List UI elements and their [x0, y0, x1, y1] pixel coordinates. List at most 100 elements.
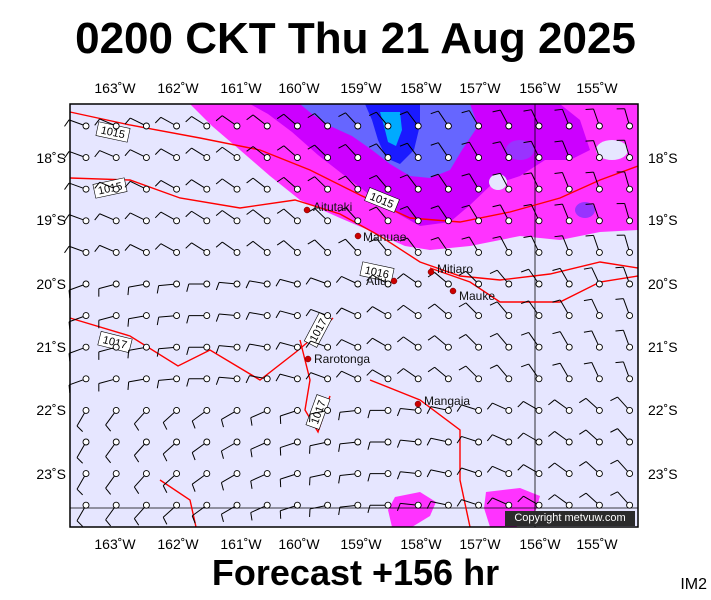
- wind-barb-station: [354, 248, 362, 256]
- wind-barb-feather: [64, 119, 70, 127]
- wind-barb-station: [595, 501, 603, 509]
- wind-barb-station: [263, 406, 271, 414]
- wind-barb-feather: [127, 287, 130, 296]
- wind-barb-station: [505, 122, 513, 130]
- wind-barb-feather: [456, 436, 462, 444]
- wind-barb-feather: [276, 176, 285, 183]
- wind-barb-station: [505, 312, 513, 320]
- wind-barb-station: [535, 312, 543, 320]
- wind-barb-feather: [245, 280, 250, 289]
- wind-barb-feather: [215, 345, 220, 354]
- wind-barb-station: [112, 280, 120, 288]
- wind-barb-feather: [220, 419, 224, 428]
- wind-barb-feather: [338, 238, 346, 244]
- wind-barb-feather: [124, 180, 131, 188]
- wind-barb-feather: [105, 456, 112, 464]
- wind-barb-feather: [583, 267, 592, 270]
- precipitation-field: [190, 104, 638, 527]
- wind-barb-feather: [305, 372, 312, 380]
- wind-barb-station: [112, 406, 120, 414]
- wind-barb-feather: [368, 174, 377, 180]
- wind-barb-feather: [162, 485, 168, 493]
- wind-barb-station: [626, 312, 634, 320]
- wind-barb-feather: [305, 340, 312, 348]
- wind-barb-feather: [215, 313, 220, 322]
- wind-barb-feather: [396, 439, 401, 448]
- wind-barb-feather: [397, 304, 404, 311]
- wind-barb-feather: [124, 244, 131, 251]
- wind-barb-feather: [523, 203, 532, 207]
- wind-barb-feather: [458, 365, 467, 371]
- wind-barb-station: [233, 185, 241, 193]
- wind-barb-station: [595, 185, 603, 193]
- wind-barb-station: [535, 280, 543, 288]
- wind-barbs: [64, 108, 634, 527]
- lon-tick-bottom: 160˚W: [278, 536, 320, 552]
- wind-barb-station: [414, 122, 422, 130]
- wind-barb-station: [263, 470, 271, 478]
- wind-barb-feather: [396, 471, 401, 480]
- wind-barb-station: [505, 185, 513, 193]
- wind-barb-station: [263, 375, 271, 383]
- wind-barb-feather: [335, 370, 342, 378]
- wind-barb-station: [142, 406, 150, 414]
- wind-barb-feather: [552, 267, 561, 271]
- wind-barb-feather: [276, 240, 285, 246]
- wind-barb-station: [263, 217, 271, 225]
- wind-barb-station: [475, 280, 483, 288]
- wind-barb-station: [595, 343, 603, 351]
- wind-barb-station: [505, 154, 513, 162]
- wind-barb-feather: [461, 173, 470, 177]
- wind-barb-station: [112, 343, 120, 351]
- wind-barb-feather: [456, 404, 462, 412]
- wind-barb-station: [324, 185, 332, 193]
- wind-barb-station: [384, 312, 392, 320]
- wind-barb-feather: [461, 204, 470, 209]
- copyright-badge: Copyright metvuw.com: [505, 511, 635, 526]
- wind-barb-station: [354, 375, 362, 383]
- wind-barb-feather: [162, 517, 168, 525]
- wind-barb-feather: [367, 410, 371, 419]
- wind-barb-station: [82, 217, 90, 225]
- wind-barb-station: [203, 406, 211, 414]
- wind-barb-station: [595, 217, 603, 225]
- wind-barb-feather: [368, 206, 377, 211]
- wind-barb-station: [173, 406, 181, 414]
- wind-barb-feather: [246, 146, 254, 152]
- wind-barb-feather: [335, 307, 342, 315]
- wind-barb-feather: [156, 317, 160, 326]
- wind-barb-feather: [215, 146, 223, 153]
- wind-barb-feather: [275, 373, 281, 382]
- wind-barb-feather: [585, 140, 594, 142]
- wind-barb-feather: [486, 402, 493, 410]
- wind-barb-station: [535, 217, 543, 225]
- wind-barb-feather: [615, 266, 624, 269]
- wind-barb-station: [263, 154, 271, 162]
- lon-tick-bottom: 162˚W: [157, 536, 199, 552]
- wind-barb-station: [535, 343, 543, 351]
- wind-barb-feather: [461, 141, 470, 145]
- lat-tick-right: 22˚S: [648, 402, 678, 418]
- wind-barb-feather: [610, 491, 618, 496]
- wind-barb-feather: [275, 342, 281, 350]
- wind-barb-station: [384, 154, 392, 162]
- wind-barb-feather: [489, 301, 498, 306]
- wind-barb-station: [595, 248, 603, 256]
- wind-barb-station: [444, 375, 452, 383]
- wind-barb-feather: [366, 274, 373, 282]
- wind-barb-station: [414, 470, 422, 478]
- wind-barb-station: [626, 406, 634, 414]
- wind-barb-feather: [456, 467, 462, 476]
- wind-barb-station: [475, 406, 483, 414]
- wind-barb-feather: [250, 417, 253, 426]
- wind-barb-feather: [461, 110, 470, 114]
- wind-barb-station: [475, 438, 483, 446]
- place-aitutaki: Aitutaki: [313, 200, 353, 214]
- wind-barb-station: [595, 406, 603, 414]
- wind-barb-station: [414, 185, 422, 193]
- wind-barb-feather: [338, 143, 346, 149]
- wind-barb-feather: [489, 332, 498, 338]
- wind-barb-feather: [399, 205, 408, 210]
- wind-barb-station: [324, 312, 332, 320]
- wind-barb-station: [414, 248, 422, 256]
